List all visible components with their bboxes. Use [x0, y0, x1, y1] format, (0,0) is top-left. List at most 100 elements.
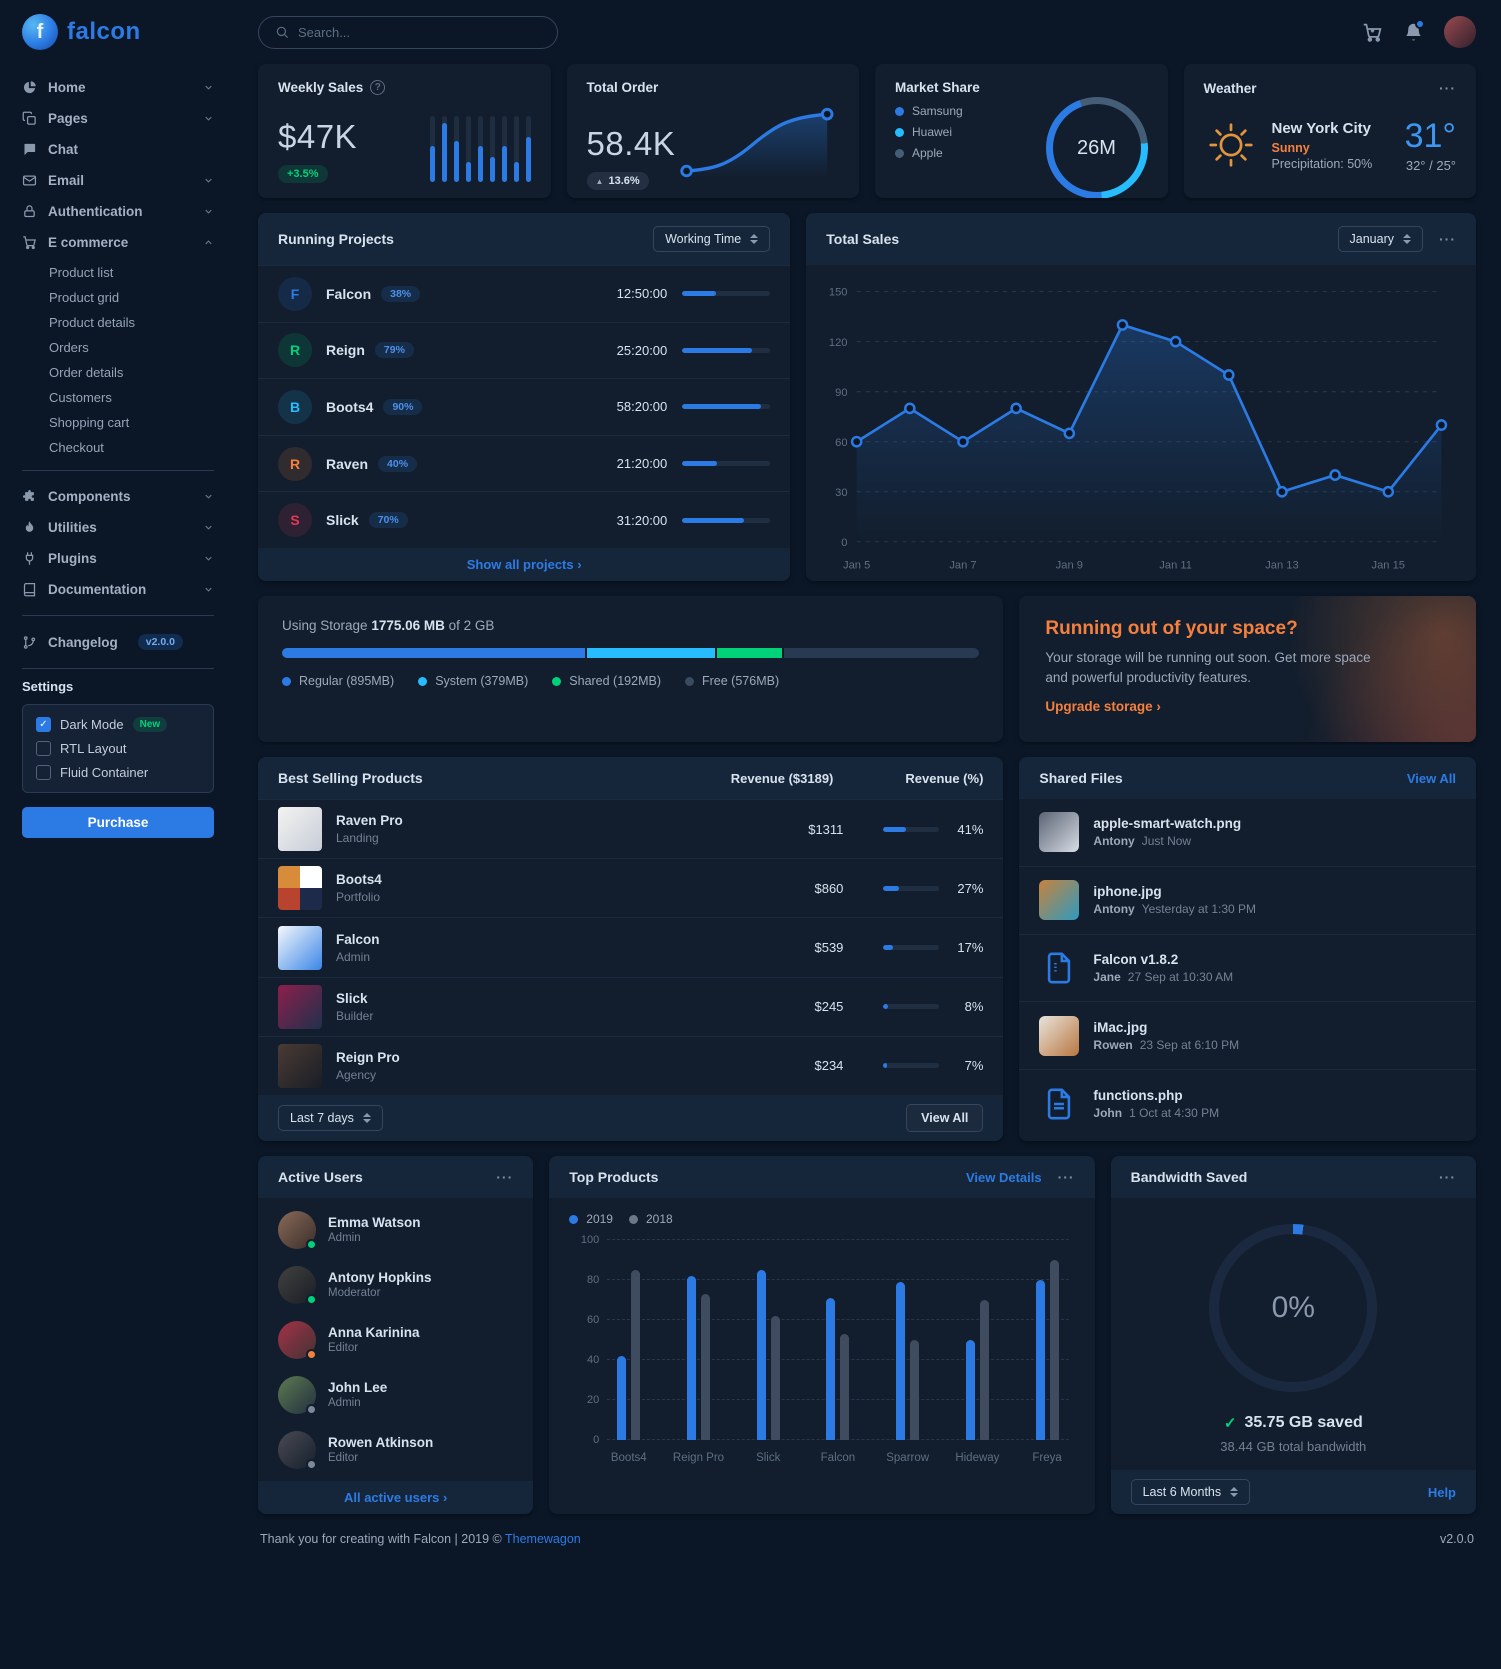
more-menu-icon[interactable]: ··· — [1439, 1169, 1456, 1185]
help-icon[interactable]: ? — [370, 80, 386, 95]
sidebar-item-checkout[interactable]: Checkout — [49, 440, 104, 455]
date-range-select[interactable]: Last 7 days — [278, 1105, 383, 1131]
avatar — [278, 1210, 317, 1250]
project-name-link[interactable]: Raven — [326, 455, 369, 472]
promo-decoration — [1256, 596, 1476, 742]
sidebar-item-pages[interactable]: Pages — [22, 103, 214, 134]
themewagon-link[interactable]: Themewagon — [505, 1532, 581, 1546]
project-name-link[interactable]: Boots4 — [326, 398, 374, 415]
more-menu-icon[interactable]: ··· — [496, 1169, 514, 1185]
sidebar-item-customers[interactable]: Customers — [49, 390, 112, 405]
y-tick-label: 0 — [593, 1434, 600, 1446]
sidebar-item-plugins[interactable]: Plugins — [22, 543, 214, 574]
bell-icon[interactable] — [1403, 18, 1425, 43]
product-revenue-percent: 17% — [957, 940, 984, 955]
sidebar-item-product-grid[interactable]: Product grid — [49, 290, 120, 305]
product-revenue: $860 — [814, 880, 844, 896]
product-name-link[interactable]: Boots4 — [336, 872, 382, 888]
help-link[interactable]: Help — [1427, 1484, 1456, 1500]
period-select[interactable]: Last 6 Months — [1130, 1479, 1251, 1505]
weather-title: Weather — [1203, 80, 1257, 96]
project-name-link[interactable]: Reign — [326, 342, 365, 359]
php-file-icon — [1039, 1084, 1079, 1124]
user-avatar[interactable] — [1444, 16, 1476, 48]
more-menu-icon[interactable]: ··· — [1057, 1169, 1075, 1185]
user-name-link[interactable]: Antony Hopkins — [328, 1270, 432, 1285]
project-name-link[interactable]: Slick — [326, 512, 359, 529]
more-menu-icon[interactable]: ··· — [1439, 231, 1456, 247]
sidebar-item-chat[interactable]: Chat — [22, 134, 214, 165]
file-name-link[interactable]: Falcon v1.8.2 — [1093, 951, 1179, 967]
search-icon — [276, 26, 288, 38]
chevron-down-icon — [203, 553, 214, 564]
sidebar-item-product-details[interactable]: Product details — [49, 315, 135, 330]
sidebar-item-e-commerce[interactable]: E commerce — [22, 227, 214, 258]
working-time-select[interactable]: Working Time — [653, 226, 771, 252]
product-thumbnail — [278, 866, 322, 911]
chevron-up-icon — [203, 237, 214, 248]
project-name-link[interactable]: Falcon — [326, 285, 372, 302]
best-selling-footer: Last 7 days View All — [258, 1095, 1004, 1141]
status-indicator — [306, 1458, 317, 1470]
upgrade-storage-link[interactable]: Upgrade storage › — [1045, 698, 1161, 714]
best-selling-card: Best Selling Products Revenue ($3189) Re… — [258, 757, 1004, 1141]
user-name-link[interactable]: Emma Watson — [328, 1215, 421, 1230]
more-menu-icon[interactable]: ··· — [1439, 80, 1456, 96]
sidebar-item-product-list[interactable]: Product list — [49, 265, 114, 280]
setting-option-dark-mode[interactable]: ✓ Dark Mode New — [36, 717, 200, 732]
user-name-link[interactable]: Rowen Atkinson — [328, 1435, 434, 1450]
view-all-files-link[interactable]: View All — [1406, 770, 1456, 786]
file-name-link[interactable]: iphone.jpg — [1093, 884, 1162, 900]
sidebar-item-shopping-cart[interactable]: Shopping cart — [49, 415, 130, 430]
market-share-value: 26M — [1077, 136, 1116, 159]
user-name-link[interactable]: John Lee — [328, 1380, 388, 1395]
view-all-button[interactable]: View All — [906, 1104, 984, 1132]
file-name-link[interactable]: apple-smart-watch.png — [1093, 816, 1242, 832]
file-name-link[interactable]: iMac.jpg — [1093, 1019, 1148, 1035]
product-name-link[interactable]: Raven Pro — [336, 813, 403, 829]
sidebar-item-authentication[interactable]: Authentication — [22, 196, 214, 227]
topbar — [258, 0, 1476, 64]
all-active-users-link[interactable]: All active users › — [343, 1490, 448, 1505]
file-name-link[interactable]: functions.php — [1093, 1087, 1183, 1103]
user-row: Emma Watson Admin — [258, 1202, 533, 1257]
product-name-link[interactable]: Falcon — [336, 931, 380, 947]
sidebar-item-changelog[interactable]: Changelog v2.0.0 — [22, 626, 214, 658]
checkbox-checked[interactable]: ✓ — [36, 717, 51, 732]
storage-row: Using Storage 1775.06 MB of 2 GB Regular… — [258, 596, 1476, 742]
setting-option-fluid-container[interactable]: Fluid Container — [36, 765, 200, 780]
view-details-link[interactable]: View Details — [965, 1169, 1042, 1185]
setting-option-rtl-layout[interactable]: RTL Layout — [36, 741, 200, 756]
settings-heading: Settings — [22, 679, 74, 694]
svg-text:Jan 11: Jan 11 — [1160, 560, 1193, 572]
sidebar-item-orders[interactable]: Orders — [49, 340, 89, 355]
sidebar-item-order-details[interactable]: Order details — [49, 365, 124, 380]
sidebar-item-email[interactable]: Email — [22, 165, 214, 196]
bar-2019 — [617, 1356, 627, 1440]
top-products-chart: 0 20 40 60 80 100 Boots4 Reign Pro Slick Falcon S… — [581, 1234, 1069, 1464]
search-input[interactable] — [298, 24, 541, 40]
sidebar-item-components[interactable]: Components — [22, 481, 214, 512]
show-all-projects-link[interactable]: Show all projects › — [466, 557, 582, 572]
brand-logo[interactable]: f falcon — [22, 14, 214, 50]
sidebar-item-utilities[interactable]: Utilities — [22, 512, 214, 543]
divider — [22, 470, 214, 471]
bar-2018 — [1049, 1260, 1059, 1440]
user-name-link[interactable]: Anna Karinina — [328, 1325, 420, 1340]
sidebar-item-home[interactable]: Home — [22, 72, 214, 103]
product-name-link[interactable]: Slick — [336, 990, 368, 1006]
checkbox-unchecked[interactable] — [36, 741, 51, 756]
sidebar-item-documentation[interactable]: Documentation — [22, 574, 214, 605]
storage-promo-card: Running out of your space? Your storage … — [1019, 596, 1476, 742]
y-tick-label: 40 — [587, 1354, 600, 1366]
running-projects-footer: Show all projects › — [258, 548, 791, 581]
product-revenue-bar — [883, 1063, 940, 1069]
status-indicator — [306, 1403, 317, 1415]
product-thumbnail — [278, 984, 322, 1029]
product-name-link[interactable]: Reign Pro — [336, 1049, 400, 1065]
checkbox-unchecked[interactable] — [36, 765, 51, 780]
cart-icon[interactable] — [1362, 22, 1383, 43]
purchase-button[interactable]: Purchase — [22, 807, 214, 838]
total-sales-card: Total Sales January ··· 0 30 60 90 120 150 Jan… — [806, 213, 1476, 581]
month-select[interactable]: January — [1337, 226, 1423, 252]
